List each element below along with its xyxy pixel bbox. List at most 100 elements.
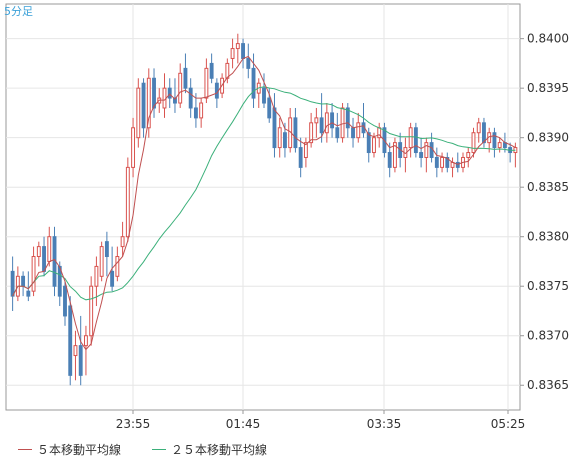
y-tick-label: 0.8390 xyxy=(527,131,569,145)
candle-down xyxy=(193,107,198,119)
candle-up xyxy=(372,137,376,154)
y-tick-label: 0.8375 xyxy=(527,279,569,293)
candle-up xyxy=(476,122,481,134)
candle-up xyxy=(356,122,361,139)
candle-up xyxy=(309,122,314,144)
candle-down xyxy=(188,87,193,109)
candle-up xyxy=(314,117,319,124)
legend-item-ma25: ２５本移動平均線 xyxy=(152,441,267,458)
candle-up xyxy=(235,43,240,50)
candle-up xyxy=(94,265,99,287)
y-tick-label: 0.8380 xyxy=(527,230,569,244)
x-tick-label: 05:25 xyxy=(491,417,526,431)
candle-up xyxy=(73,345,78,357)
candle-down xyxy=(366,132,371,154)
candle-down xyxy=(251,67,256,99)
candle-down xyxy=(26,290,31,297)
chart-title: 5分足 xyxy=(4,5,33,18)
candle-down xyxy=(167,87,172,99)
candle-up xyxy=(115,256,120,277)
candle-down xyxy=(63,285,67,317)
candle-up xyxy=(392,142,397,168)
candle-up xyxy=(178,72,183,104)
candle-up xyxy=(471,132,476,154)
candle-down xyxy=(272,107,277,149)
candle-down xyxy=(293,117,298,149)
candle-down xyxy=(241,43,245,59)
plot-area xyxy=(5,3,521,411)
candle-up xyxy=(31,256,36,292)
candle-up xyxy=(36,246,41,258)
legend-label-ma25: ２５本移動平均線 xyxy=(171,443,268,457)
legend-label-ma5: ５本移動平均線 xyxy=(37,443,122,457)
legend-item-ma5: ５本移動平均線 xyxy=(18,441,121,458)
candle-down xyxy=(319,117,324,134)
candle-down xyxy=(413,127,418,154)
candle-up xyxy=(424,142,429,158)
candle-up xyxy=(324,112,329,134)
candle-down xyxy=(429,142,434,158)
candle-down xyxy=(57,265,62,297)
candle-down xyxy=(152,77,156,109)
candle-up xyxy=(89,285,94,337)
candle-up xyxy=(83,335,88,347)
candle-down xyxy=(173,97,177,104)
candle-down xyxy=(298,147,303,168)
candle-down xyxy=(209,62,214,79)
candle-up xyxy=(440,156,445,168)
candle-down xyxy=(78,345,83,376)
candle-down xyxy=(267,97,272,119)
candle-down xyxy=(283,132,287,149)
candle-down xyxy=(104,241,109,258)
candle-down xyxy=(419,152,424,158)
candle-down xyxy=(335,127,340,139)
ma5-line xyxy=(12,55,516,351)
candle-up xyxy=(131,127,136,168)
candle-down xyxy=(183,67,188,89)
candle-up xyxy=(120,236,125,248)
candle-down xyxy=(141,82,146,129)
candle-up xyxy=(230,48,235,59)
legend: ５本移動平均線 ２５本移動平均線 xyxy=(0,436,574,462)
candle-up xyxy=(47,236,52,262)
candle-down xyxy=(351,127,355,139)
x-tick-label: 03:35 xyxy=(367,417,402,431)
candle-up xyxy=(340,107,345,139)
candle-down xyxy=(492,132,497,149)
y-tick-label: 0.8370 xyxy=(527,329,569,343)
candle-down xyxy=(445,156,450,168)
y-tick-label: 0.8395 xyxy=(527,81,569,95)
y-tick-label: 0.8365 xyxy=(527,378,569,392)
candle-up xyxy=(497,142,502,149)
x-tick-label: 01:45 xyxy=(226,417,261,431)
y-tick-label: 0.8400 xyxy=(527,32,569,46)
candle-down xyxy=(345,107,350,129)
ma5-line-swatch xyxy=(18,449,32,450)
candle-down xyxy=(387,152,392,168)
candle-up xyxy=(125,166,130,238)
y-tick-label: 0.8385 xyxy=(527,180,569,194)
candle-down xyxy=(482,122,486,144)
candle-up xyxy=(204,67,209,99)
candle-up xyxy=(162,87,167,109)
x-tick-label: 23:55 xyxy=(116,417,151,431)
candle-down xyxy=(434,156,439,168)
candle-up xyxy=(136,87,141,139)
candle-down xyxy=(246,57,251,69)
candle-up xyxy=(225,62,230,79)
candle-up xyxy=(303,142,308,158)
candle-down xyxy=(21,275,26,287)
candle-down xyxy=(214,82,219,99)
ma25-line-swatch xyxy=(152,449,166,450)
candle-down xyxy=(10,270,15,297)
ma25-line xyxy=(12,86,516,301)
candle-up xyxy=(199,102,204,119)
candle-down xyxy=(68,305,73,376)
candle-up xyxy=(408,127,413,149)
candle-down xyxy=(330,112,335,129)
candle-down xyxy=(110,270,115,287)
candle-up xyxy=(277,127,282,149)
candle-down xyxy=(42,246,46,272)
